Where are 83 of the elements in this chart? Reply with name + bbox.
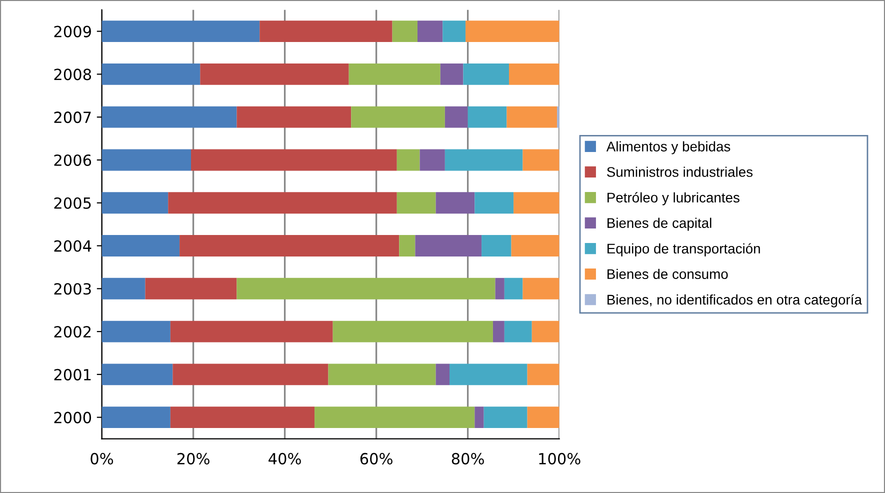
- bar: [440, 63, 464, 85]
- bar: [396, 192, 436, 214]
- bar: [102, 364, 173, 386]
- bar: [236, 106, 352, 128]
- bar: [522, 149, 560, 171]
- bar: [420, 149, 445, 171]
- bar: [236, 278, 496, 300]
- bar: [468, 106, 507, 128]
- bar: [450, 364, 528, 386]
- bar: [511, 235, 560, 256]
- bar: [436, 364, 450, 386]
- bar: [314, 406, 475, 428]
- bar: [495, 278, 504, 300]
- bar: [351, 106, 445, 128]
- bar: [444, 149, 523, 171]
- x-tick-label: 20%: [177, 452, 210, 464]
- y-tick-label: 2002: [54, 326, 91, 338]
- bar: [504, 278, 523, 300]
- bar: [514, 192, 560, 214]
- bar: [466, 20, 560, 42]
- bar: [482, 235, 512, 256]
- bar: [474, 406, 484, 428]
- bar: [168, 192, 397, 214]
- x-tick-label: 0%: [90, 452, 114, 464]
- y-tick-label: 2000: [54, 412, 92, 424]
- bar: [102, 278, 146, 300]
- bar: [172, 364, 328, 386]
- bar: [444, 106, 468, 128]
- bar: [190, 149, 397, 171]
- y-tick-label: 2006: [54, 154, 92, 166]
- legend-label: Alimentos y bebidas: [606, 141, 730, 154]
- bar: [532, 320, 560, 342]
- y-tick-label: 2008: [54, 68, 92, 80]
- bar: [102, 20, 260, 42]
- bar: [463, 63, 509, 85]
- x-tick-label: 40%: [268, 452, 301, 464]
- bar: [200, 63, 349, 85]
- bar: [102, 106, 237, 128]
- bar: [484, 406, 528, 428]
- bar: [417, 20, 443, 42]
- y-tick-label: 2009: [54, 26, 91, 38]
- bar: [170, 406, 315, 428]
- legend-label: Equipo de transportación: [608, 243, 760, 256]
- legend-label: Bienes, no identificados en otra categoría: [608, 294, 862, 308]
- bar: [392, 20, 418, 42]
- bar: [180, 235, 400, 256]
- bar: [504, 320, 532, 342]
- bar: [102, 192, 168, 214]
- bar: [442, 20, 466, 42]
- legend-label: Bienes de consumo: [608, 268, 728, 280]
- bar: [332, 320, 493, 342]
- bar: [102, 320, 170, 342]
- bar: [260, 20, 392, 42]
- bar: [522, 278, 560, 300]
- legend-label: Petróleo y lubricantes: [608, 192, 740, 206]
- bar: [508, 63, 560, 85]
- bar: [102, 63, 200, 85]
- bar: [415, 235, 482, 256]
- legend-label: Bienes de capital: [608, 218, 712, 231]
- bar: [527, 364, 560, 386]
- bar: [436, 192, 475, 214]
- y-tick-label: 2003: [54, 283, 91, 295]
- bar: [145, 278, 237, 300]
- bar: [102, 406, 170, 428]
- y-tick-label: 2001: [54, 368, 91, 380]
- x-tick-label: 60%: [360, 452, 392, 464]
- bar: [506, 106, 558, 128]
- x-tick-label: 80%: [452, 452, 484, 464]
- bar: [170, 320, 333, 342]
- bar: [492, 320, 504, 342]
- legend-label: Suministros industriales: [607, 166, 753, 177]
- bar: [396, 149, 420, 171]
- y-tick-label: 2007: [54, 112, 91, 124]
- bar: [474, 192, 514, 214]
- y-tick-label: 2004: [54, 240, 92, 252]
- bar: [102, 149, 191, 171]
- bar: [527, 406, 560, 428]
- y-tick-label: 2005: [54, 197, 91, 209]
- bar: [399, 235, 416, 256]
- bar: [328, 364, 436, 386]
- bar: [348, 63, 440, 85]
- bar: [102, 235, 180, 256]
- x-tick-label: 100%: [539, 452, 580, 464]
